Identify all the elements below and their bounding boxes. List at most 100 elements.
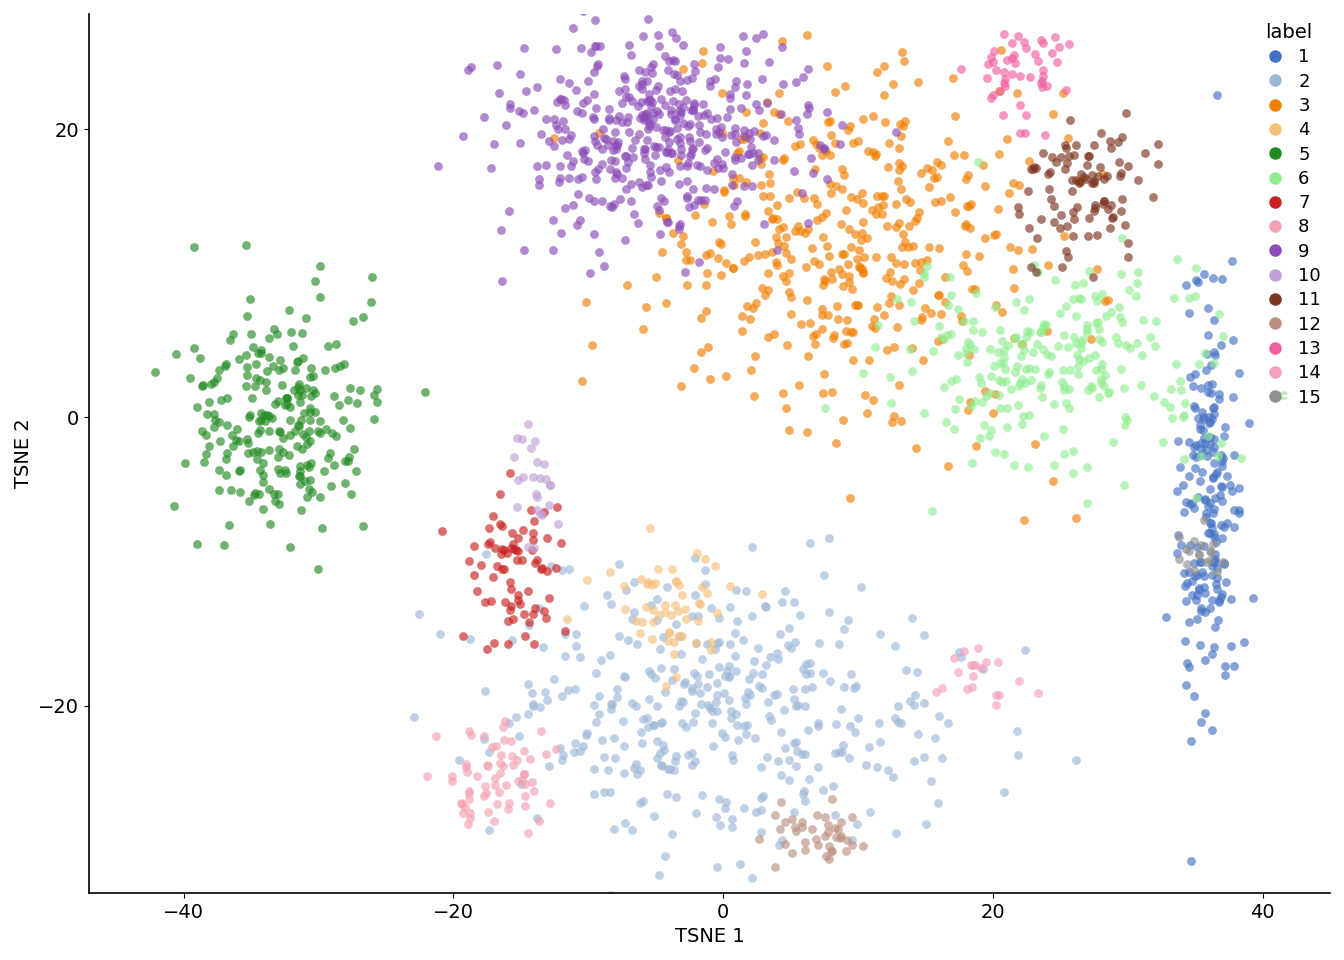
Point [1007,200,1028,215]
Point [524,783,546,799]
Point [583,86,605,102]
Point [501,525,523,540]
Point [840,118,862,133]
Point [888,140,910,156]
Point [1031,389,1052,404]
Point [813,567,835,583]
Point [712,160,734,176]
Point [681,102,703,117]
Point [767,754,789,769]
Point [1102,209,1124,225]
Point [1005,723,1027,738]
Point [906,210,927,226]
Point [653,742,675,757]
Point [280,540,301,555]
Point [255,382,277,397]
Point [812,209,833,225]
Point [524,600,546,615]
Point [810,307,832,323]
Point [577,73,598,88]
Point [699,78,720,93]
Point [513,607,535,622]
Point [258,408,280,423]
Point [324,457,345,472]
Point [505,542,527,558]
Point [280,399,301,415]
Point [1073,353,1094,369]
Point [1202,646,1223,661]
Point [831,828,852,844]
Point [335,475,356,491]
Point [1200,386,1222,401]
Point [621,140,642,156]
Point [656,144,677,159]
Point [288,468,309,484]
Point [319,445,340,461]
Point [707,676,728,691]
Point [325,429,347,444]
Point [985,62,1007,78]
Point [1009,69,1031,84]
Point [210,392,231,407]
Point [801,680,823,695]
Point [1171,383,1192,398]
Point [669,130,691,145]
Point [1007,29,1028,44]
Point [563,20,585,36]
Point [948,301,969,317]
Point [1195,435,1216,450]
Point [203,374,224,390]
Point [867,758,888,774]
Point [621,695,642,710]
Point [320,478,341,493]
Point [831,247,852,262]
Point [655,678,676,693]
Point [962,668,984,684]
Point [769,627,790,642]
Point [1179,435,1200,450]
Point [1015,643,1036,659]
Point [1142,189,1164,204]
Point [782,691,804,707]
Point [1196,448,1218,464]
Point [1179,614,1200,630]
Point [270,352,292,368]
Point [884,637,906,653]
Point [1110,204,1132,219]
Point [526,810,547,826]
Point [777,113,798,129]
Point [911,165,933,180]
Point [785,758,806,774]
Point [695,126,716,141]
Point [876,270,898,285]
Point [1017,183,1039,199]
Point [665,67,687,83]
Point [1188,581,1210,596]
Point [818,530,840,545]
Point [984,444,1005,459]
Point [586,137,607,153]
Point [676,277,698,293]
Point [1159,399,1180,415]
Point [511,431,532,446]
Point [1219,477,1241,492]
Point [520,752,542,767]
Point [890,117,911,132]
Point [1210,589,1231,605]
Point [1126,335,1148,350]
Point [546,94,567,109]
Point [1038,258,1059,274]
Point [523,636,544,651]
Point [948,348,969,363]
Point [913,265,934,280]
Point [612,170,633,185]
Point [535,746,556,761]
Point [294,473,316,489]
Point [1089,389,1110,404]
Point [304,386,325,401]
Point [603,822,625,837]
Point [585,38,606,54]
Point [558,682,579,697]
Point [1185,491,1207,506]
Point [867,199,888,214]
